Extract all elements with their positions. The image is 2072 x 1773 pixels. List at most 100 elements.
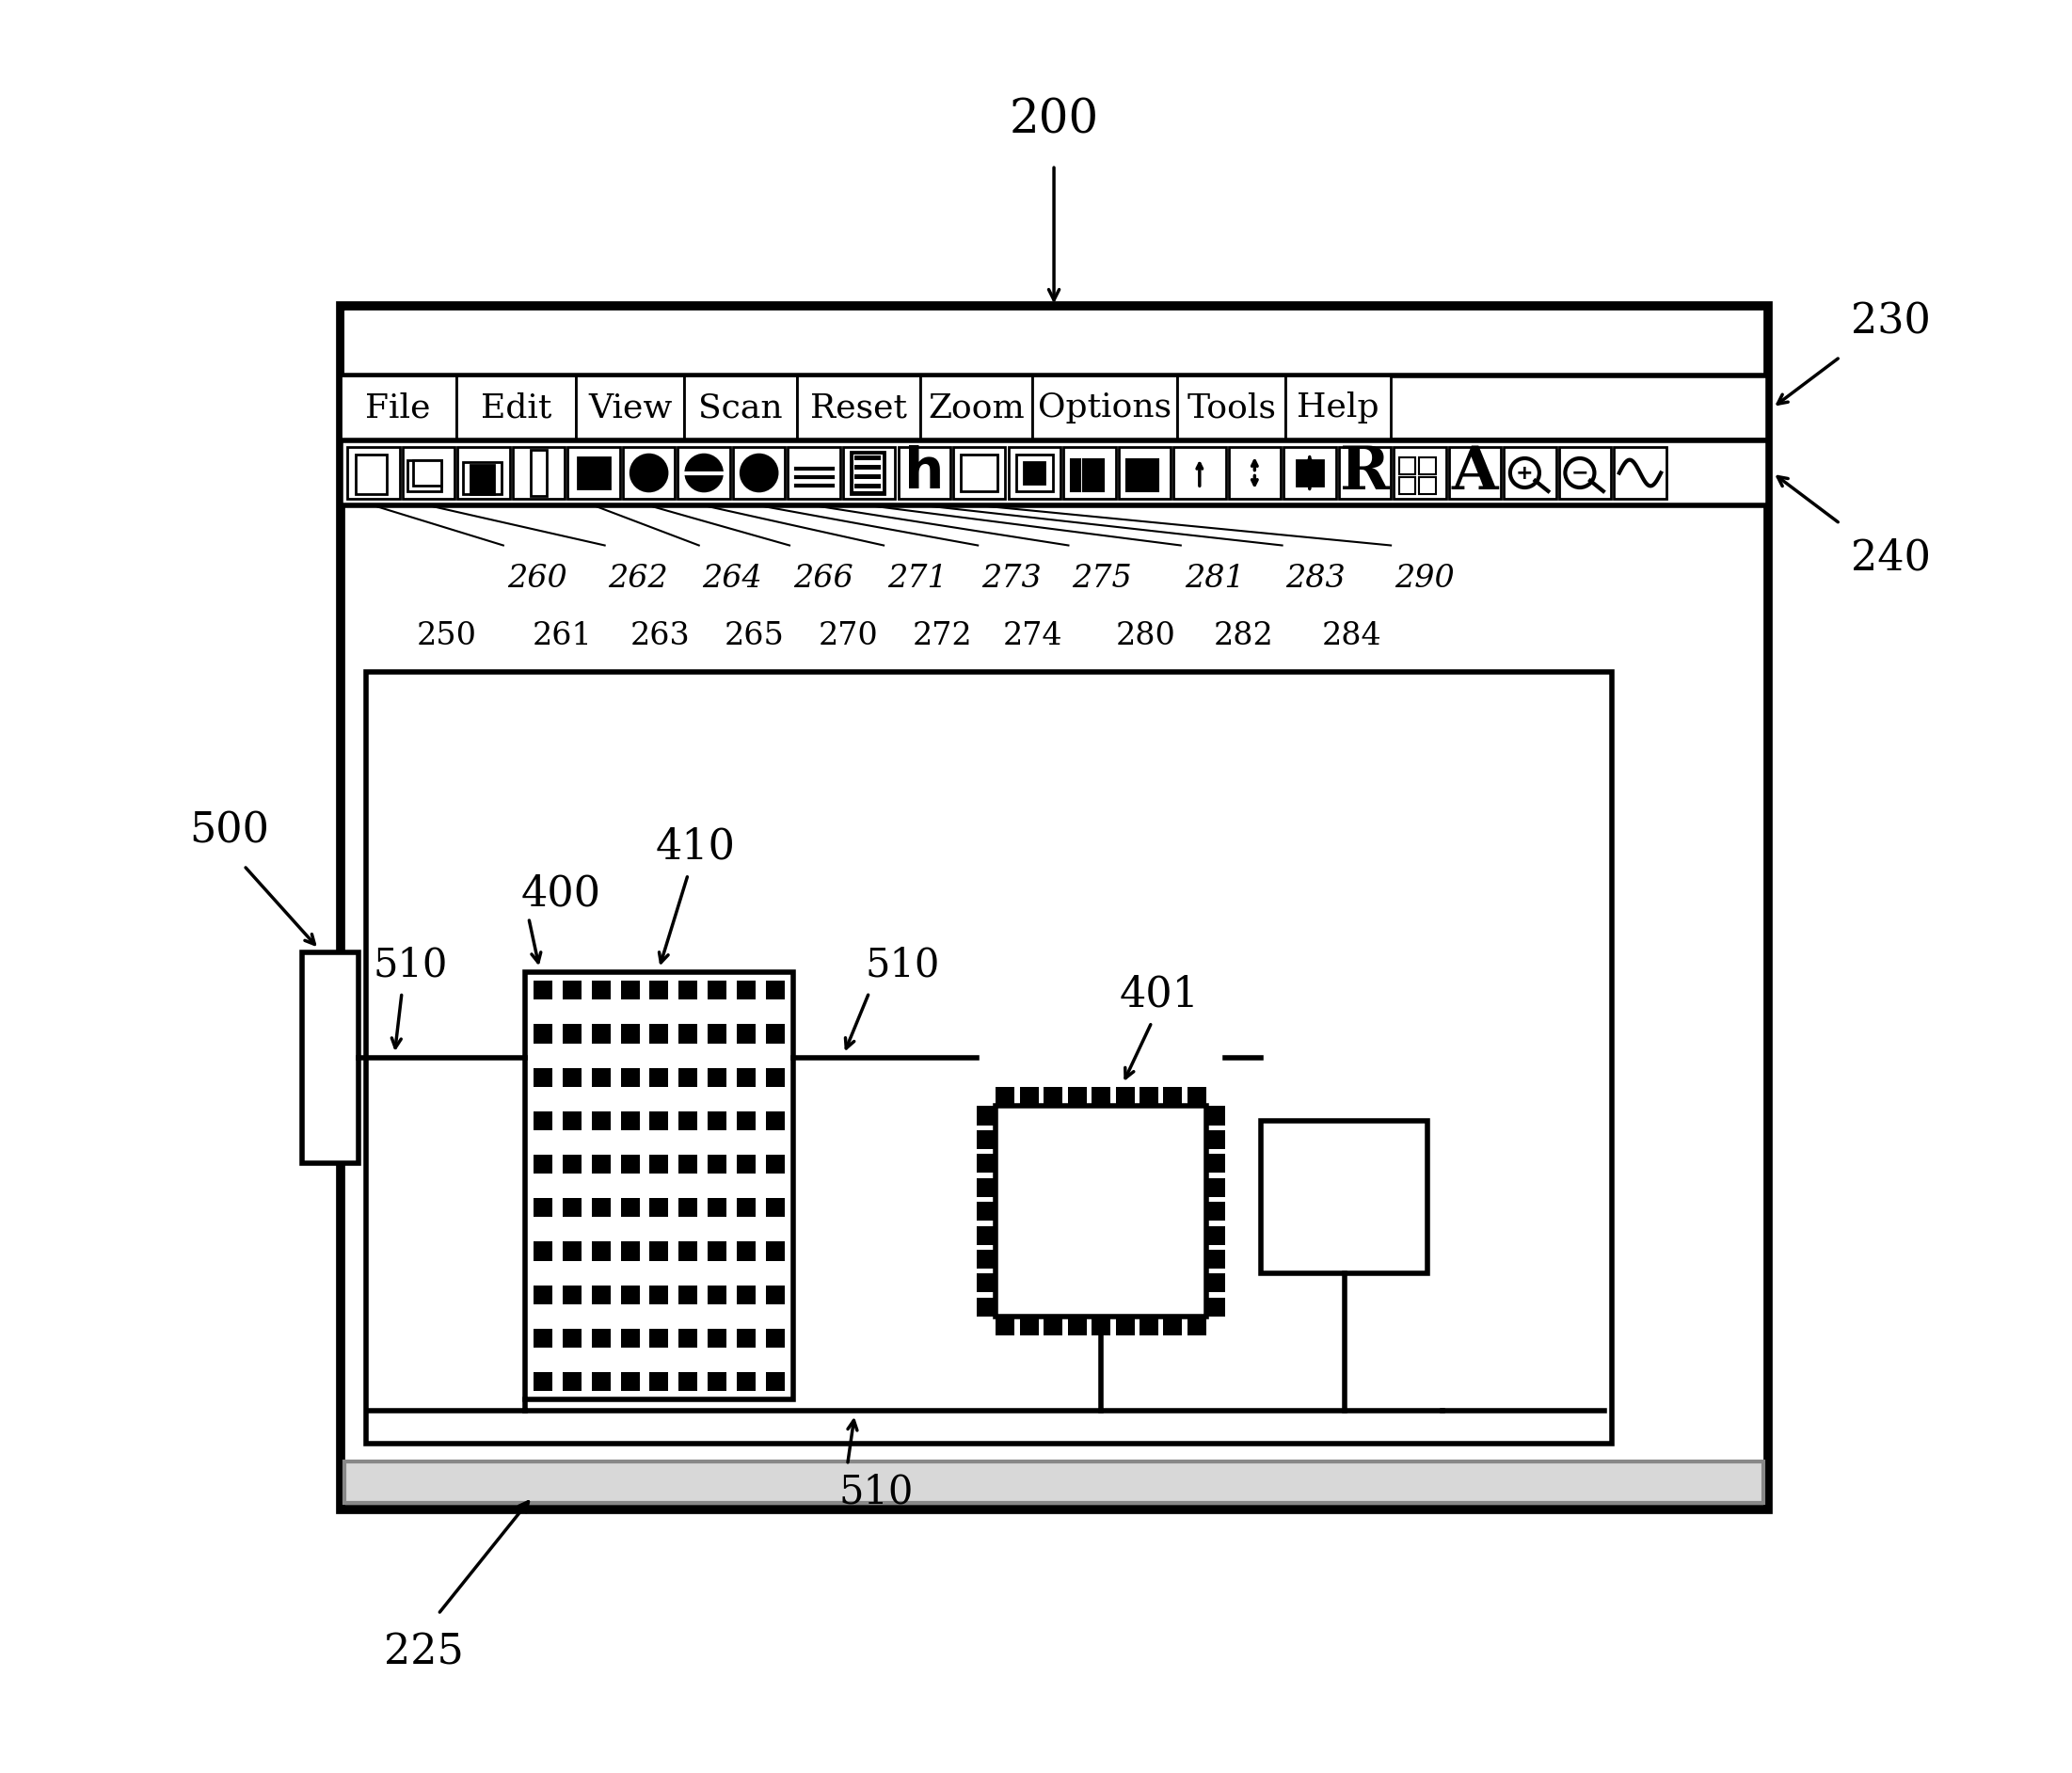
Text: 400: 400 xyxy=(522,874,601,915)
Bar xyxy=(1206,1129,1225,1149)
Bar xyxy=(1044,1087,1063,1106)
Bar xyxy=(736,1285,756,1305)
Bar xyxy=(765,1112,785,1129)
Bar xyxy=(1206,1177,1225,1197)
Bar xyxy=(1140,1087,1158,1106)
Bar xyxy=(1067,1087,1086,1106)
Bar xyxy=(1206,1106,1225,1126)
Bar xyxy=(1262,1121,1428,1273)
Bar xyxy=(709,980,727,1000)
Bar xyxy=(709,1199,727,1216)
Bar xyxy=(1127,482,1135,491)
Bar xyxy=(535,1199,553,1216)
Bar xyxy=(593,1199,611,1216)
Bar xyxy=(1504,447,1556,498)
Bar xyxy=(736,1067,756,1087)
Bar xyxy=(1092,1087,1111,1106)
Bar xyxy=(680,1372,698,1392)
Bar xyxy=(1206,1154,1225,1174)
Text: 273: 273 xyxy=(982,564,1042,594)
Text: −: − xyxy=(1571,463,1589,482)
Bar xyxy=(736,1241,756,1261)
Bar xyxy=(578,457,609,489)
Bar xyxy=(1084,482,1092,491)
Circle shape xyxy=(1510,457,1539,488)
Text: 270: 270 xyxy=(818,622,879,651)
Bar xyxy=(897,447,951,498)
Bar xyxy=(920,376,1032,440)
Bar xyxy=(1071,470,1082,480)
Bar xyxy=(1187,1316,1206,1335)
Bar xyxy=(535,1372,553,1392)
Bar xyxy=(978,1250,997,1268)
Bar xyxy=(1044,1316,1063,1335)
Bar xyxy=(564,1067,582,1087)
Bar xyxy=(953,447,1005,498)
Bar xyxy=(524,972,794,1399)
Bar xyxy=(470,465,493,493)
Bar xyxy=(593,1112,611,1129)
Bar xyxy=(1115,1316,1133,1335)
Bar xyxy=(1019,1316,1038,1335)
Bar xyxy=(564,980,582,1000)
Bar xyxy=(709,1112,727,1129)
Bar xyxy=(651,1025,669,1043)
Bar xyxy=(535,980,553,1000)
Bar xyxy=(365,672,1612,1443)
Bar xyxy=(622,1112,640,1129)
Text: h: h xyxy=(903,445,945,500)
Bar xyxy=(1399,477,1415,493)
Bar xyxy=(1084,470,1092,480)
Bar xyxy=(1094,470,1104,480)
Bar xyxy=(651,1328,669,1347)
Bar xyxy=(680,980,698,1000)
Bar xyxy=(1150,470,1158,480)
Bar xyxy=(1032,376,1177,440)
Bar xyxy=(997,1106,1206,1316)
Text: Tools: Tools xyxy=(1187,392,1276,424)
Bar xyxy=(1119,447,1171,498)
Text: 275: 275 xyxy=(1071,564,1131,594)
Text: 284: 284 xyxy=(1322,622,1382,651)
Bar xyxy=(348,447,400,498)
Bar xyxy=(535,1025,553,1043)
Text: 510: 510 xyxy=(866,945,941,986)
Text: Help: Help xyxy=(1297,392,1380,424)
Bar xyxy=(535,1067,553,1087)
Bar xyxy=(622,1241,640,1261)
Bar xyxy=(736,1025,756,1043)
Bar xyxy=(1206,1225,1225,1245)
Bar xyxy=(978,1177,997,1197)
Bar xyxy=(765,1328,785,1347)
Text: 240: 240 xyxy=(1850,539,1931,578)
Bar xyxy=(1297,459,1322,486)
Bar xyxy=(854,456,881,461)
Bar xyxy=(1009,447,1061,498)
Text: 264: 264 xyxy=(702,564,762,594)
Bar xyxy=(1150,482,1158,491)
Bar xyxy=(462,463,501,493)
Bar xyxy=(997,1087,1015,1106)
Bar xyxy=(709,1328,727,1347)
Bar xyxy=(564,1025,582,1043)
Bar xyxy=(680,1025,698,1043)
Bar xyxy=(1206,1202,1225,1222)
Bar xyxy=(340,307,1767,1509)
Bar xyxy=(622,1154,640,1174)
Bar xyxy=(1206,1250,1225,1268)
Bar xyxy=(1206,1298,1225,1316)
Bar xyxy=(576,376,684,440)
Bar xyxy=(997,1316,1015,1335)
Bar xyxy=(1206,1273,1225,1293)
Bar xyxy=(622,1067,640,1087)
Circle shape xyxy=(686,454,723,491)
Bar xyxy=(456,376,576,440)
Bar xyxy=(1419,477,1436,493)
Bar xyxy=(651,1372,669,1392)
Text: Zoom: Zoom xyxy=(928,392,1024,424)
Bar xyxy=(1448,447,1500,498)
Bar xyxy=(344,1461,1763,1504)
Bar xyxy=(1138,470,1148,480)
Bar xyxy=(651,980,669,1000)
Bar xyxy=(709,1372,727,1392)
